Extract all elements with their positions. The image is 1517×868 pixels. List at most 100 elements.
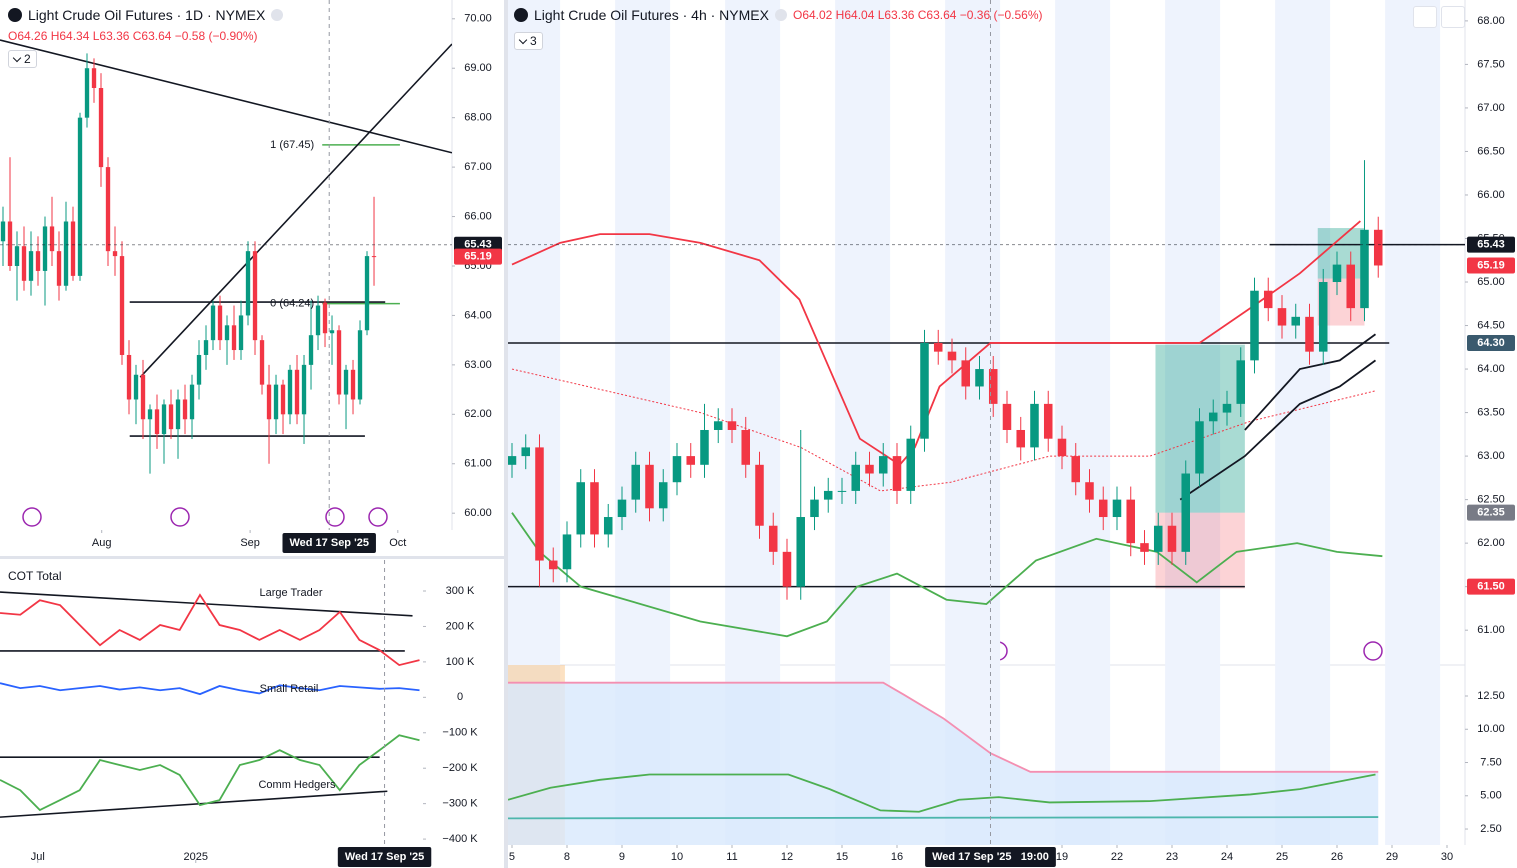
left-title: Light Crude Oil Futures · 1D · NYMEX <box>28 7 266 23</box>
visibility-toggle[interactable] <box>774 9 787 21</box>
x-tick-label: 29 <box>1386 851 1398 863</box>
candle-body <box>1346 264 1355 309</box>
x-tick-label: 9 <box>619 851 625 863</box>
price-label-box <box>1467 504 1515 521</box>
y-tick-label: 67.00 <box>1477 102 1505 114</box>
candle-body <box>343 369 349 395</box>
candle-body <box>1016 429 1025 448</box>
x-tick-label: Oct <box>389 537 406 549</box>
candle-body <box>329 330 335 334</box>
candle-body <box>364 256 370 331</box>
y-tick-label: 63.00 <box>464 359 492 371</box>
candle-body <box>823 490 833 500</box>
candle-body <box>713 421 723 430</box>
visibility-toggle[interactable] <box>271 9 284 21</box>
candle-body <box>548 560 558 570</box>
candle-body <box>768 525 778 552</box>
x-tick-label: 25 <box>1276 851 1288 863</box>
crosshair-label: Wed 17 Sep '25 <box>289 537 368 549</box>
candle-body <box>350 369 356 400</box>
crosshair-label: Wed 17 Sep '25 19:00 <box>932 851 1049 863</box>
candle-body <box>84 68 90 118</box>
indicator-toggle[interactable]: 3 <box>514 32 543 50</box>
price-label-box <box>1467 334 1515 351</box>
y-tick-label: 60.00 <box>464 507 492 519</box>
candle-body <box>975 369 984 387</box>
symbol-logo <box>514 8 528 22</box>
candle-body <box>1002 403 1012 430</box>
right-ohlc: O64.02 H64.04 L63.36 C63.64 −0.36 (−0.56… <box>792 8 1043 22</box>
left-header: Light Crude Oil Futures · 1D · NYMEX <box>8 7 284 23</box>
candle-body <box>63 221 69 286</box>
y-tick-label: 7.50 <box>1480 756 1501 768</box>
y-tick-label: −100 K <box>442 727 478 739</box>
price-label: 65.19 <box>1477 259 1505 271</box>
y-tick-label: 66.00 <box>1477 189 1505 201</box>
session-stripe <box>835 0 891 665</box>
candle-body <box>203 340 209 355</box>
candle-body <box>1085 482 1094 500</box>
y-tick-label: 66.50 <box>1477 145 1505 157</box>
candle-body <box>266 384 272 420</box>
download-button[interactable] <box>1413 6 1437 28</box>
pane-separator <box>0 556 504 559</box>
candle-body <box>35 251 41 271</box>
candle-body <box>1360 229 1369 309</box>
price-label: 65.19 <box>464 251 492 263</box>
candle-body <box>535 447 544 561</box>
candle-body <box>508 456 517 465</box>
candle-body <box>590 482 599 535</box>
event-icon[interactable] <box>22 507 42 527</box>
y-tick-label: −400 K <box>442 833 478 845</box>
candle-body <box>1098 499 1108 518</box>
y-tick-label: 69.00 <box>464 62 492 74</box>
candle-body <box>1250 290 1259 361</box>
candle-body <box>140 374 146 420</box>
y-tick-label: 63.50 <box>1477 406 1505 418</box>
candle-body <box>1222 403 1232 413</box>
y-tick-label: 0 <box>457 691 463 703</box>
candle-body <box>133 374 139 400</box>
plot <box>508 665 1441 845</box>
y-tick-label: 64.00 <box>464 309 492 321</box>
candle-body <box>576 482 585 535</box>
event-icon[interactable] <box>368 507 388 527</box>
price-label: 65.43 <box>464 239 492 251</box>
candle-body <box>77 117 83 276</box>
candle-body <box>112 251 118 257</box>
plot <box>0 39 452 474</box>
candle-body <box>161 404 167 435</box>
candle-body <box>1291 316 1300 326</box>
session-stripe <box>945 0 1001 665</box>
event-icon[interactable] <box>170 507 190 527</box>
candle-body <box>878 456 888 474</box>
indicator-toggle[interactable]: 2 <box>8 50 37 68</box>
session-stripe <box>508 0 561 665</box>
pane-separator <box>504 0 508 868</box>
fullscreen-button[interactable] <box>1441 6 1465 28</box>
x-tick-label: 24 <box>1221 851 1233 863</box>
candle-body <box>49 226 55 252</box>
y-tick-label: 70.00 <box>464 13 492 25</box>
candle-body <box>1181 473 1190 552</box>
y-tick-label: 5.00 <box>1480 790 1501 802</box>
right-title: Light Crude Oil Futures · 4h · NYMEX <box>534 7 769 23</box>
plot <box>0 591 420 818</box>
candle-body <box>168 404 174 430</box>
candle-body <box>741 429 750 465</box>
candle-body <box>988 369 998 404</box>
y-tick-label: −300 K <box>442 798 478 810</box>
event-icon[interactable] <box>1363 641 1383 661</box>
crosshair-label-box <box>925 847 1056 867</box>
event-icon[interactable] <box>325 507 345 527</box>
candle-body <box>796 517 805 587</box>
x-tick-label: 11 <box>726 851 737 863</box>
candle-body <box>837 490 847 492</box>
candle-body <box>182 399 188 420</box>
candle-body <box>126 354 132 400</box>
candle-body <box>189 384 195 420</box>
candle-body <box>1195 421 1204 474</box>
series-line <box>511 220 1361 466</box>
candle-body <box>672 456 682 483</box>
